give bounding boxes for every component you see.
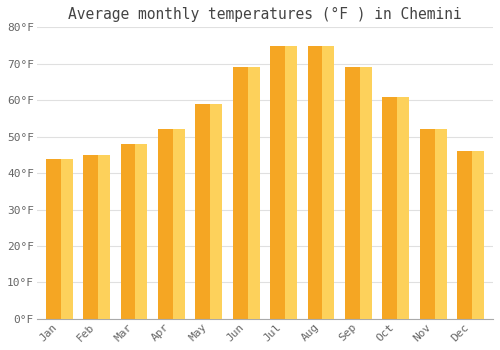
Bar — [360, 68, 372, 319]
Bar — [136, 144, 147, 319]
Bar — [248, 68, 260, 319]
Bar — [322, 46, 334, 319]
Bar — [308, 46, 334, 319]
Bar — [158, 130, 185, 319]
Bar — [172, 130, 185, 319]
Bar — [285, 46, 297, 319]
Bar — [196, 104, 222, 319]
Bar — [457, 151, 484, 319]
Bar — [210, 104, 222, 319]
Bar — [382, 97, 409, 319]
Bar — [472, 151, 484, 319]
Bar — [83, 155, 110, 319]
Title: Average monthly temperatures (°F ) in Chemini: Average monthly temperatures (°F ) in Ch… — [68, 7, 462, 22]
Bar — [46, 159, 72, 319]
Bar — [98, 155, 110, 319]
Bar — [397, 97, 409, 319]
Bar — [420, 130, 446, 319]
Bar — [120, 144, 148, 319]
Bar — [270, 46, 297, 319]
Bar — [60, 159, 72, 319]
Bar — [345, 68, 372, 319]
Bar — [232, 68, 260, 319]
Bar — [434, 130, 446, 319]
